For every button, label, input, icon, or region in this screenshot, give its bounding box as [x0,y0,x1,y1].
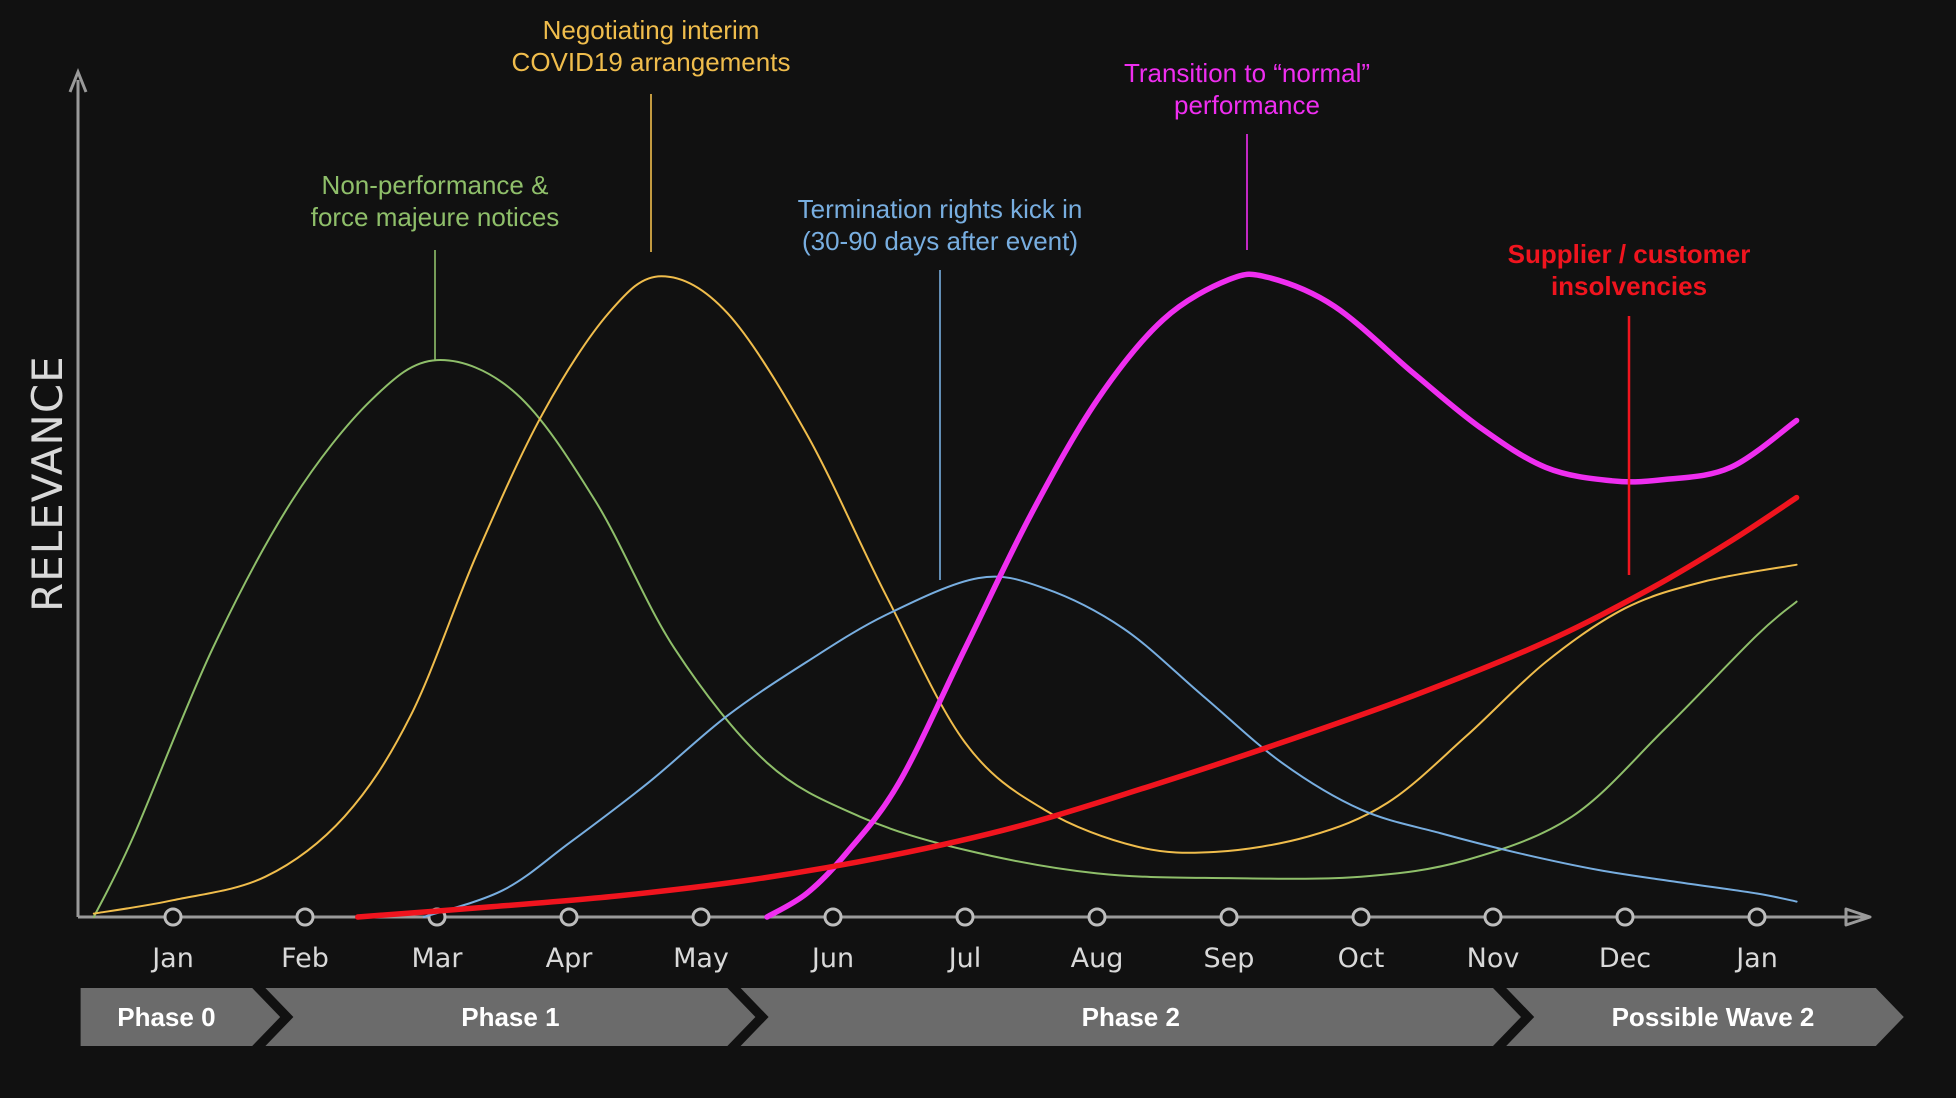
series-normal-performance-line [764,271,1800,920]
annotation-layer: Non-performance & force majeure notices Ne… [311,15,1751,580]
x-tick-marker [823,907,843,927]
phase-1-chevron: Phase 1 [265,988,756,1046]
series-interim-arrangements-line [92,275,1798,915]
y-axis-arrow [68,67,88,93]
x-tick-label: Jun [810,943,854,974]
x-tick-label: Nov [1467,943,1520,974]
phase-chevron-shape [1506,988,1904,1046]
annotation-force-majeure: Non-performance & force majeure notices [311,170,560,361]
x-tick-label: Jul [947,943,982,974]
series-layer [92,271,1800,920]
annotation-label-line: force majeure notices [311,202,560,232]
x-tick-marker [163,907,183,927]
annotation-interim-arrangements: Negotiating interim COVID19 arrangements [512,15,791,252]
annotation-label-line: COVID19 arrangements [512,47,791,77]
x-tick-marker [295,907,315,927]
phase-chevron-shape [740,988,1521,1046]
series-force-majeure-line [92,359,1798,918]
x-tick-label: Dec [1599,943,1651,974]
x-tick-label: Sep [1204,943,1255,974]
phase-possible-wave-2-chevron: Possible Wave 2 [1506,988,1904,1046]
annotation-label-line: Transition to “normal” [1124,58,1370,88]
annotation-label-line: (30-90 days after event) [802,226,1078,256]
phase-2-chevron: Phase 2 [740,988,1521,1046]
phase-label: Phase 2 [1082,1002,1180,1032]
annotation-label: Negotiating interim COVID19 arrangements [512,15,791,77]
annotation-label: Non-performance & force majeure notices [311,170,560,232]
phase-label: Phase 0 [117,1002,215,1032]
annotation-normal-performance: Transition to “normal” performance [1124,58,1370,250]
x-tick-label: Mar [412,943,464,974]
y-axis-label: RELEVANCE [23,355,72,612]
phase-label: Possible Wave 2 [1612,1002,1815,1032]
x-tick-label: May [673,943,729,974]
x-tick-marker [1351,907,1371,927]
x-tick-label: Jan [150,943,194,974]
phase-chevron-shape [265,988,756,1046]
x-tick-marker [559,907,579,927]
annotation-label-line: insolvencies [1551,271,1707,301]
annotation-label-line: Non-performance & [322,170,549,200]
phase-0-chevron: Phase 0 [80,988,281,1046]
x-axis-arrow [1844,907,1872,927]
x-tick-label: Apr [546,943,594,974]
x-tick-label: Aug [1071,943,1124,974]
annotation-label-line: Termination rights kick in [798,194,1083,224]
phase-bar: Phase 0 Phase 1 Phase 2 Possible Wave 2 [80,988,1904,1046]
x-tick-marker [1615,907,1635,927]
x-tick-marker [1483,907,1503,927]
annotation-insolvencies: Supplier / customer insolvencies [1508,239,1751,575]
x-tick-label: Feb [281,943,329,974]
phase-chevron-shape [80,988,281,1046]
annotation-label: Transition to “normal” performance [1124,58,1370,120]
x-tick-marker [1219,907,1239,927]
annotation-label-line: Negotiating interim [543,15,760,45]
series-insolvencies-line [355,494,1800,920]
annotation-label-line: performance [1174,90,1320,120]
series-termination-rights-line [422,575,1798,918]
annotation-label-line: Supplier / customer [1508,239,1751,269]
annotation-termination-rights: Termination rights kick in (30-90 days af… [798,194,1083,580]
x-tick-marker [955,907,975,927]
x-tick-marker [691,907,711,927]
x-tick-label: Oct [1338,943,1385,974]
phase-label: Phase 1 [461,1002,559,1032]
x-tick-label: Jan [1734,943,1778,974]
x-tick-marker [1087,907,1107,927]
annotation-label: Termination rights kick in (30-90 days af… [798,194,1083,256]
annotation-label: Supplier / customer insolvencies [1508,239,1751,301]
x-tick-marker [1747,907,1767,927]
